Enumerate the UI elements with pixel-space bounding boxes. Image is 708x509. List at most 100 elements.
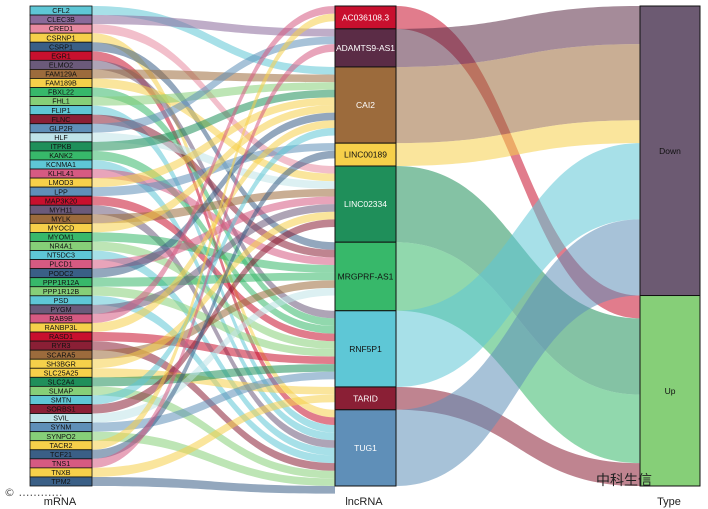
mrna-label: CSRNP1 <box>46 33 75 42</box>
link-itpkb-to-cai2 <box>92 89 335 151</box>
link-glp2r-to-adamts9-as1 <box>92 36 335 133</box>
mrna-label: TACR2 <box>49 441 72 450</box>
link-lmod3-to-cai2 <box>92 97 335 188</box>
mrna-label: GLP2R <box>49 124 73 133</box>
mrna-axis-label: mRNA <box>44 496 77 508</box>
mrna-label: KANK2 <box>49 151 73 160</box>
lncrna-label: CAI2 <box>356 100 375 110</box>
lncrna-axis-label: lncRNA <box>345 496 383 508</box>
type-label: Down <box>659 146 681 156</box>
link-svil-to-mrgprf-as1 <box>92 287 335 423</box>
type-node-down <box>639 5 701 297</box>
mrna-label: CLEC3B <box>47 15 75 24</box>
type-node-column: Down Up <box>639 5 701 487</box>
link-fam189b-to-linc02334 <box>92 78 335 182</box>
mrna-label: LMOD3 <box>49 178 74 187</box>
link-tns1-to-adamts9-as1 <box>92 44 335 468</box>
mrna-label: KCNMA1 <box>46 160 76 169</box>
mrna-label: MYOCD <box>48 223 75 232</box>
lncrna-label: ADAMTS9-AS1 <box>336 43 395 53</box>
mrna-label: SLMAP <box>49 387 74 396</box>
lncrna-node-cai2 <box>334 66 397 144</box>
link-podc2-to-cai2 <box>92 112 335 278</box>
link-tug1-to-down <box>396 219 640 487</box>
lncrna-node-adamts9-as1 <box>334 28 397 68</box>
mrna-label: FBXL22 <box>48 88 74 97</box>
mrna-label: NR4A1 <box>49 242 72 251</box>
link-rasd1-to-rnf5p1 <box>92 332 335 365</box>
lncrna-node-linc02334 <box>334 165 397 243</box>
link-synm-to-rnf5p1 <box>92 371 335 432</box>
link-linc00189-to-down <box>396 120 640 166</box>
lncrna-label: LINC02334 <box>344 199 387 209</box>
mrna-label: MYLK <box>51 214 71 223</box>
mrna-label: ELMO2 <box>49 60 73 69</box>
lncrna-type-links <box>396 6 640 487</box>
type-label: Up <box>665 386 676 396</box>
mrna-label: FLNC <box>52 115 71 124</box>
link-flnc-to-mrgprf-as1 <box>92 114 335 258</box>
mrna-label: SLC2A4 <box>48 377 75 386</box>
mrna-label: CFL2 <box>52 6 70 15</box>
link-ryr3-to-tug1 <box>92 341 335 471</box>
mrna-label: SCARA5 <box>47 350 76 359</box>
link-slc2a4-to-rnf5p1 <box>92 364 335 387</box>
mrna-label: FHL1 <box>52 97 70 106</box>
lncrna-label: TARID <box>353 393 378 403</box>
lncrna-label: MRGPRF-AS1 <box>338 271 394 281</box>
link-clec3b-to-adamts9-as1 <box>92 15 335 37</box>
link-smtn-to-cai2 <box>92 127 335 405</box>
link-tnxb-to-tarid <box>92 394 335 477</box>
mrna-label: PPP1R12A <box>43 278 80 287</box>
link-nr4a1-to-rnf5p1 <box>92 241 335 349</box>
mrna-label: PPP1R12B <box>43 287 80 296</box>
link-klhl41-to-mrgprf-as1 <box>92 169 335 266</box>
lncrna-node-tug1 <box>334 409 397 487</box>
link-ranbp3l-to-cai2 <box>92 120 335 333</box>
mrna-label: CRED1 <box>49 24 73 33</box>
mrna-label: MYH11 <box>49 205 72 214</box>
mrna-label: TPM2 <box>51 477 70 486</box>
link-rab9b-to-ac036108-3 <box>92 6 335 323</box>
mrna-node-column: CFL2CLEC3BCRED1CSRNP1CSRP1EGR1ELMO2FAM12… <box>29 5 93 487</box>
link-cfl2-to-cai2 <box>92 6 335 75</box>
mrna-label: SMTN <box>51 396 71 405</box>
mrna-label: RAB9B <box>49 314 73 323</box>
link-adamts9-as1-to-down <box>396 6 640 67</box>
mrna-label: FLIP1 <box>51 106 70 115</box>
mrna-label: CSRP1 <box>49 42 73 51</box>
link-cai2-to-down <box>396 44 640 144</box>
mrna-label: ITPKB <box>51 142 72 151</box>
mrna-label: TNS1 <box>52 459 70 468</box>
type-node-up <box>639 295 701 487</box>
link-tcf21-to-linc00189 <box>92 150 335 459</box>
type-axis-label: Type <box>657 496 681 508</box>
mrna-label: FAM129A <box>45 70 77 79</box>
mrna-label: FAM189B <box>45 79 77 88</box>
mrna-label: KLHL41 <box>48 169 74 178</box>
link-sh3bgr-to-linc02334 <box>92 211 335 369</box>
mrna-node-tpm2 <box>29 476 93 487</box>
link-tacr2-to-ac036108-3 <box>92 13 335 450</box>
link-myh11-to-tug1 <box>92 205 335 448</box>
mrna-label: MAP3K20 <box>45 196 77 205</box>
link-egr1-to-tug1 <box>92 51 335 426</box>
link-cred1-to-linc02334 <box>92 24 335 174</box>
mrna-label: TCF21 <box>50 450 72 459</box>
mrna-label: TNXB <box>51 468 70 477</box>
link-rnf5p1-to-down <box>396 143 640 387</box>
link-kank2-to-rnf5p1 <box>92 150 335 334</box>
mrna-label: SYNM <box>51 423 72 432</box>
link-kcnma1-to-tug1 <box>92 159 335 441</box>
lncrna-label: RNF5P1 <box>349 344 382 354</box>
link-ac036108-3-to-up <box>396 6 640 319</box>
mrna-lncrna-links <box>92 6 335 494</box>
mrna-label: SVIL <box>53 414 69 423</box>
mrna-label: RYR3 <box>51 341 70 350</box>
mrna-label: HLF <box>54 133 68 142</box>
link-fam129a-to-cai2 <box>92 69 335 83</box>
mrna-label: RASD1 <box>49 332 73 341</box>
mrna-label: LPP <box>54 187 68 196</box>
